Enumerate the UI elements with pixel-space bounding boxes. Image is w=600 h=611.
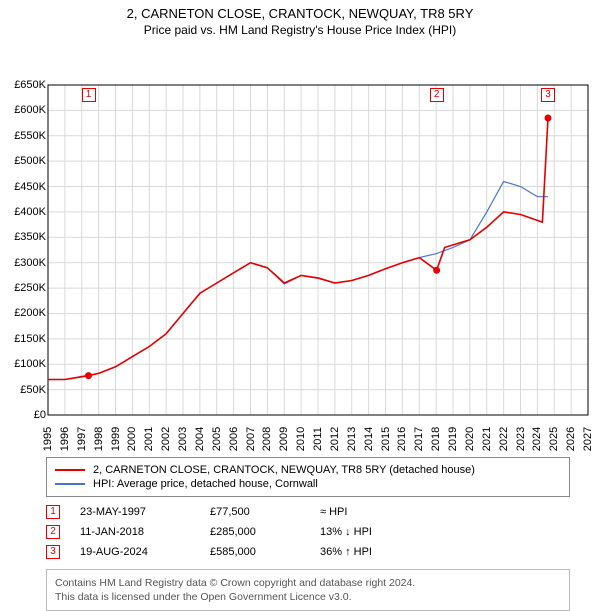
x-tick-label: 2001	[143, 427, 155, 451]
x-tick-label: 1998	[93, 427, 105, 451]
footer-line-1: Contains HM Land Registry data © Crown c…	[55, 576, 561, 590]
x-tick-label: 2007	[245, 427, 257, 451]
x-tick-label: 2018	[430, 427, 442, 451]
x-tick-label: 2022	[498, 427, 510, 451]
y-tick-label: £250K	[14, 282, 46, 294]
chart-title: 2, CARNETON CLOSE, CRANTOCK, NEWQUAY, TR…	[0, 6, 600, 21]
legend-label: 2, CARNETON CLOSE, CRANTOCK, NEWQUAY, TR…	[93, 464, 475, 476]
sale-price: £285,000	[210, 526, 300, 538]
sale-row: 3 19-AUG-2024 £585,000 36% ↑ HPI	[46, 545, 570, 559]
x-tick-label: 2000	[126, 427, 138, 451]
sale-hpi-delta: 13% ↓ HPI	[320, 526, 372, 538]
x-tick-label: 2003	[177, 427, 189, 451]
sale-hpi-delta: ≈ HPI	[320, 506, 347, 518]
x-tick-label: 2009	[278, 427, 290, 451]
sale-row-marker: 2	[46, 525, 60, 539]
x-tick-label: 2017	[413, 427, 425, 451]
sale-date: 23-MAY-1997	[80, 506, 190, 518]
x-tick-label: 2026	[565, 427, 577, 451]
y-tick-label: £600K	[14, 104, 46, 116]
x-tick-label: 2023	[515, 427, 527, 451]
y-tick-label: £550K	[14, 130, 46, 142]
x-tick-label: 2004	[194, 427, 206, 451]
x-tick-label: 2024	[531, 427, 543, 451]
y-tick-label: £200K	[14, 307, 46, 319]
chart-subtitle: Price paid vs. HM Land Registry's House …	[0, 23, 600, 37]
y-tick-label: £0	[34, 409, 46, 421]
y-tick-label: £400K	[14, 206, 46, 218]
x-tick-label: 2005	[211, 427, 223, 451]
sales-table: 1 23-MAY-1997 £77,500 ≈ HPI 2 11-JAN-2018 £285…	[46, 505, 570, 559]
x-tick-label: 2019	[447, 427, 459, 451]
sale-row-marker: 3	[46, 545, 60, 559]
legend-swatch	[55, 469, 85, 471]
sale-marker-2: 2	[430, 88, 444, 102]
sale-row-marker: 1	[46, 505, 60, 519]
x-tick-label: 1996	[59, 427, 71, 451]
attribution-footer: Contains HM Land Registry data © Crown c…	[46, 569, 570, 611]
x-tick-label: 2027	[582, 427, 594, 451]
x-tick-label: 2015	[380, 427, 392, 451]
sale-row: 2 11-JAN-2018 £285,000 13% ↓ HPI	[46, 525, 570, 539]
y-tick-label: £50K	[20, 384, 46, 396]
y-tick-label: £450K	[14, 181, 46, 193]
legend-label: HPI: Average price, detached house, Corn…	[93, 478, 318, 490]
sale-marker-3: 3	[541, 88, 555, 102]
legend: 2, CARNETON CLOSE, CRANTOCK, NEWQUAY, TR…	[46, 457, 570, 497]
x-tick-label: 2014	[363, 427, 375, 451]
x-tick-label: 1995	[42, 427, 54, 451]
x-tick-label: 2008	[261, 427, 273, 451]
sale-row: 1 23-MAY-1997 £77,500 ≈ HPI	[46, 505, 570, 519]
legend-swatch	[55, 483, 85, 485]
y-tick-label: £650K	[14, 79, 46, 91]
line-chart	[0, 41, 600, 455]
footer-line-2: This data is licensed under the Open Gov…	[55, 590, 561, 604]
legend-item: HPI: Average price, detached house, Corn…	[55, 478, 561, 490]
x-tick-label: 1997	[76, 427, 88, 451]
legend-item: 2, CARNETON CLOSE, CRANTOCK, NEWQUAY, TR…	[55, 464, 561, 476]
y-tick-label: £100K	[14, 358, 46, 370]
x-tick-label: 2002	[160, 427, 172, 451]
sale-hpi-delta: 36% ↑ HPI	[320, 546, 372, 558]
sale-date: 19-AUG-2024	[80, 546, 190, 558]
x-tick-label: 2010	[295, 427, 307, 451]
sale-price: £585,000	[210, 546, 300, 558]
x-tick-label: 2016	[396, 427, 408, 451]
x-tick-label: 2012	[329, 427, 341, 451]
y-tick-label: £350K	[14, 231, 46, 243]
x-tick-label: 2020	[464, 427, 476, 451]
y-tick-label: £300K	[14, 257, 46, 269]
x-tick-label: 2006	[228, 427, 240, 451]
sale-marker-1: 1	[82, 88, 96, 102]
y-tick-label: £150K	[14, 333, 46, 345]
x-tick-label: 2011	[312, 427, 324, 451]
chart-area: £0 £50K £100K £150K £200K £250K £300K £350K £400…	[0, 41, 600, 451]
x-tick-label: 2013	[346, 427, 358, 451]
x-tick-label: 2021	[481, 427, 493, 451]
x-tick-label: 2025	[548, 427, 560, 451]
sale-date: 11-JAN-2018	[80, 526, 190, 538]
y-tick-label: £500K	[14, 155, 46, 167]
x-tick-label: 1999	[110, 427, 122, 451]
sale-price: £77,500	[210, 506, 300, 518]
